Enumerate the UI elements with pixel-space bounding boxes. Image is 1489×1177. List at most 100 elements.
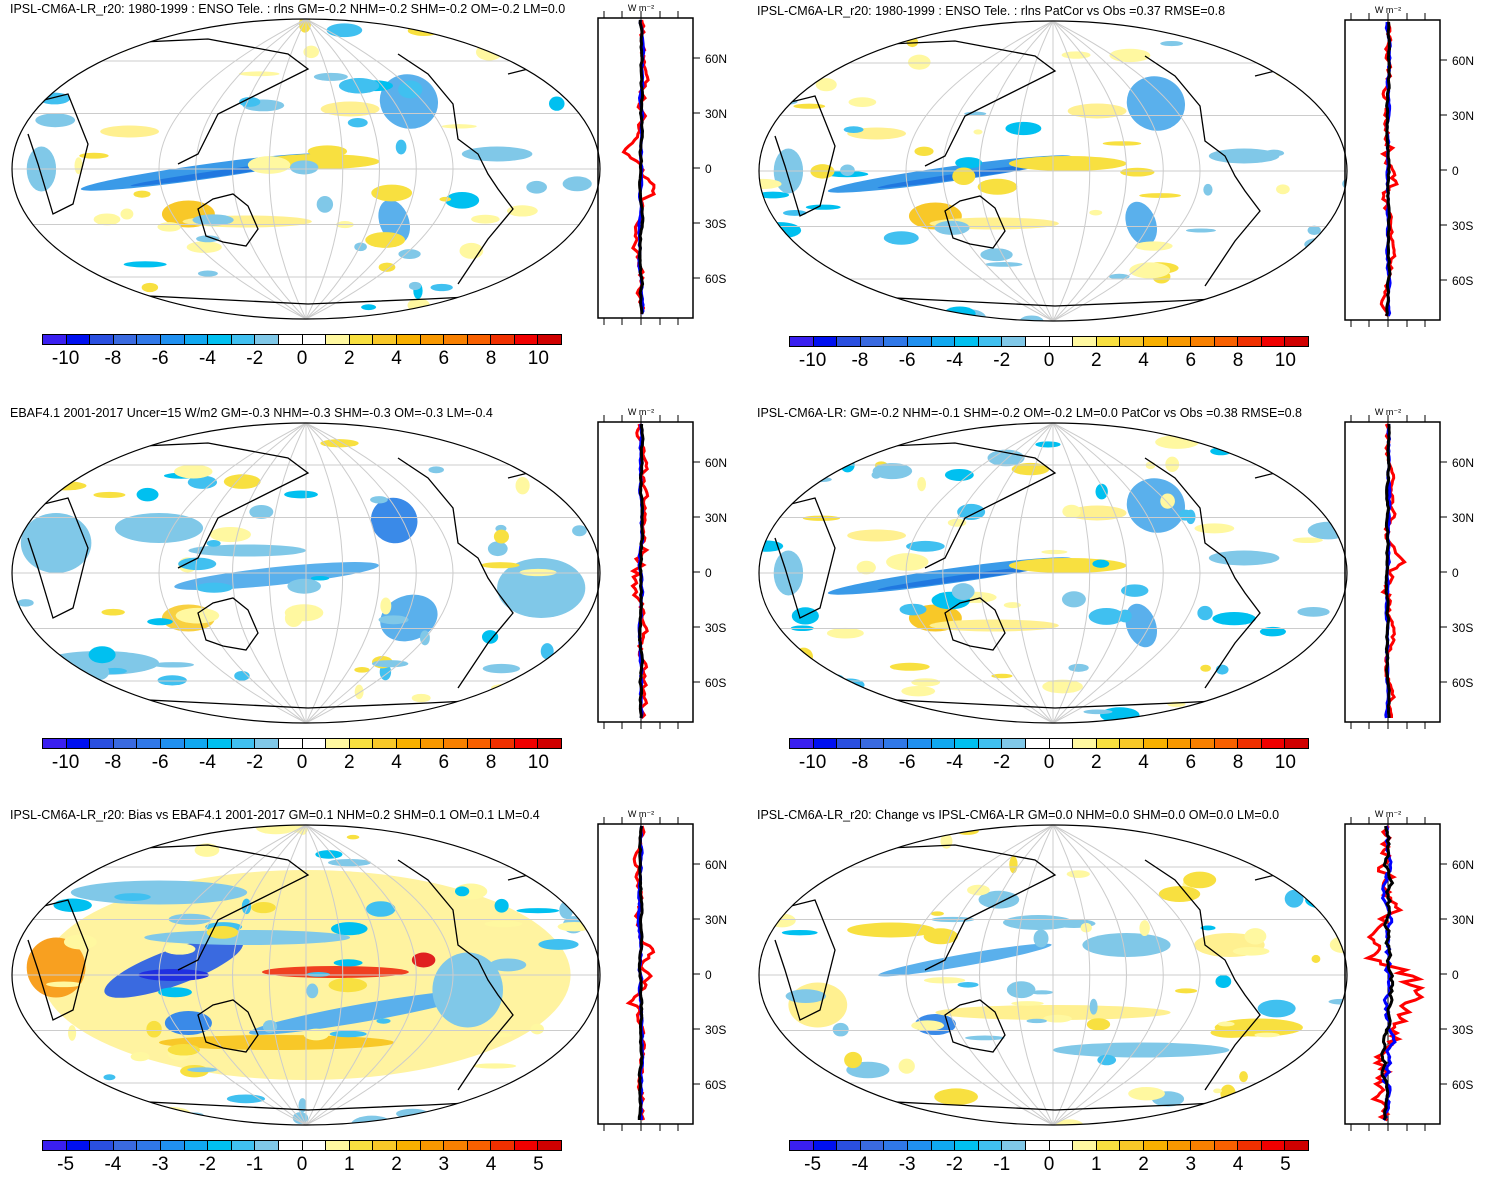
anomaly-patch: [883, 231, 919, 245]
anomaly-patch: [973, 129, 983, 135]
latitude-label: 30N: [1452, 109, 1474, 123]
anomaly-patch: [460, 425, 473, 432]
colorbar-swatch: [1238, 739, 1262, 748]
meridian-line: [305, 19, 380, 319]
anomaly-patch: [1009, 855, 1018, 874]
anomaly-patch: [42, 1083, 80, 1100]
anomaly-patch: [1134, 241, 1173, 251]
zonal-unit-label: W m⁻²: [628, 3, 654, 13]
colorbar-swatch: [1025, 739, 1050, 748]
colorbar-swatch: [813, 739, 838, 748]
anomaly-patch: [522, 26, 541, 39]
meridian-line: [979, 21, 1054, 321]
coastline: [774, 899, 836, 1021]
latitude-label: 30S: [1452, 621, 1473, 635]
colorbar-swatch: [837, 337, 861, 346]
anomaly-patch: [284, 604, 324, 622]
anomaly-patch: [347, 117, 368, 128]
anomaly-patch: [88, 646, 116, 664]
anomaly-patch: [130, 1051, 150, 1062]
anomaly-patch: [944, 468, 974, 481]
anomaly-patch: [901, 685, 936, 697]
anomaly-patch: [759, 49, 798, 66]
anomaly-patch: [1109, 48, 1151, 63]
anomaly-patch: [843, 126, 864, 134]
robinson-map: [758, 20, 1348, 322]
colorbar-swatch: [1191, 739, 1215, 748]
coastline: [1144, 457, 1261, 689]
anomaly-patch: [1129, 262, 1171, 279]
colorbar-labels: -10 -8 -6 -4 -2 0 2 4 6 8 10: [42, 752, 562, 774]
anomaly-patch: [793, 103, 826, 109]
colorbar-swatch: [137, 739, 161, 748]
anomaly-patch: [329, 1030, 367, 1038]
colorbar-label: 6: [438, 752, 450, 773]
panel-title: EBAF4.1 2001-2017 Uncer=15 W/m2 GM=-0.3 …: [10, 406, 493, 420]
colorbar-label: -8: [851, 752, 869, 773]
coastline: [197, 999, 259, 1053]
colorbar-swatch: [1285, 1141, 1309, 1150]
anomaly-patch: [398, 80, 423, 99]
coastline: [197, 597, 259, 651]
meridian-line: [1052, 423, 1201, 723]
anomaly-patch: [472, 1063, 517, 1069]
zonal-unit-label: W m⁻²: [628, 407, 654, 417]
anomaly-patch: [548, 96, 565, 111]
anomaly-patch: [1062, 504, 1081, 519]
meridian-line: [305, 19, 344, 319]
colorbar-swatch: [884, 739, 908, 748]
anomaly-region: [104, 937, 244, 998]
anomaly-patch: [540, 643, 554, 660]
anomaly-patch: [858, 1118, 872, 1125]
colorbar-swatch: [1143, 739, 1168, 748]
colorbar-swatch: [1214, 1141, 1239, 1150]
anomaly-patch: [303, 45, 319, 59]
colorbar-swatch: [1002, 337, 1026, 346]
anomaly-patch: [303, 1028, 329, 1041]
meridian-line: [232, 825, 307, 1125]
anomaly-patch: [74, 157, 83, 175]
anomaly-patch: [906, 540, 945, 552]
colorbar-swatch: [813, 337, 838, 346]
anomaly-patch: [1011, 1001, 1044, 1006]
anomaly-patch: [551, 1062, 579, 1081]
colorbar-swatch: [349, 335, 374, 344]
anomaly-region: [1126, 76, 1186, 131]
colorbar-swatch: [326, 739, 350, 748]
coastline: [397, 859, 514, 1091]
colorbar-swatch: [514, 1141, 539, 1150]
anomaly-patch: [766, 694, 779, 709]
anomaly-patch: [1139, 920, 1150, 937]
colorbar-swatch: [1214, 739, 1239, 748]
anomaly-region: [1125, 201, 1158, 246]
colorbar-swatch: [1025, 337, 1050, 346]
latitude-label: 30N: [1452, 913, 1474, 927]
colorbar-label: 6: [438, 348, 450, 369]
colorbar-label: -4: [199, 348, 216, 369]
colorbar-swatch: [444, 1141, 468, 1150]
latitude-label: 60N: [705, 456, 727, 470]
anomaly-patch: [1095, 483, 1108, 500]
colorbar-label: -6: [898, 350, 916, 371]
anomaly-patch: [151, 662, 195, 668]
anomaly-region: [380, 594, 438, 642]
colorbar-swatch: [860, 739, 885, 748]
anomaly-patch: [817, 443, 826, 452]
anomaly-patch: [370, 496, 388, 504]
colorbar-swatch: [137, 335, 161, 344]
zonal-mean-plot: W m⁻²-4.00.04.060N30N030S60S: [597, 809, 727, 1131]
panel-title: IPSL-CM6A-LR_r20: 1980-1999 : ENSO Tele.…: [10, 2, 566, 16]
colorbar-swatch: [278, 739, 303, 748]
colorbar-swatch: [231, 335, 256, 344]
latitude-label: 60S: [705, 676, 726, 690]
anomaly-patch: [835, 678, 865, 692]
colorbar-swatch: [1261, 739, 1286, 748]
meridian-line: [905, 423, 1054, 723]
panel-title: IPSL-CM6A-LR_r20: Bias vs EBAF4.1 2001-2…: [10, 808, 540, 822]
anomaly-patch: [911, 678, 941, 687]
anomaly-region: [847, 922, 936, 938]
anomaly-patch: [1284, 889, 1304, 908]
anomaly-patch: [429, 423, 450, 426]
anomaly-patch: [93, 213, 121, 226]
anomaly-patch: [206, 539, 221, 547]
